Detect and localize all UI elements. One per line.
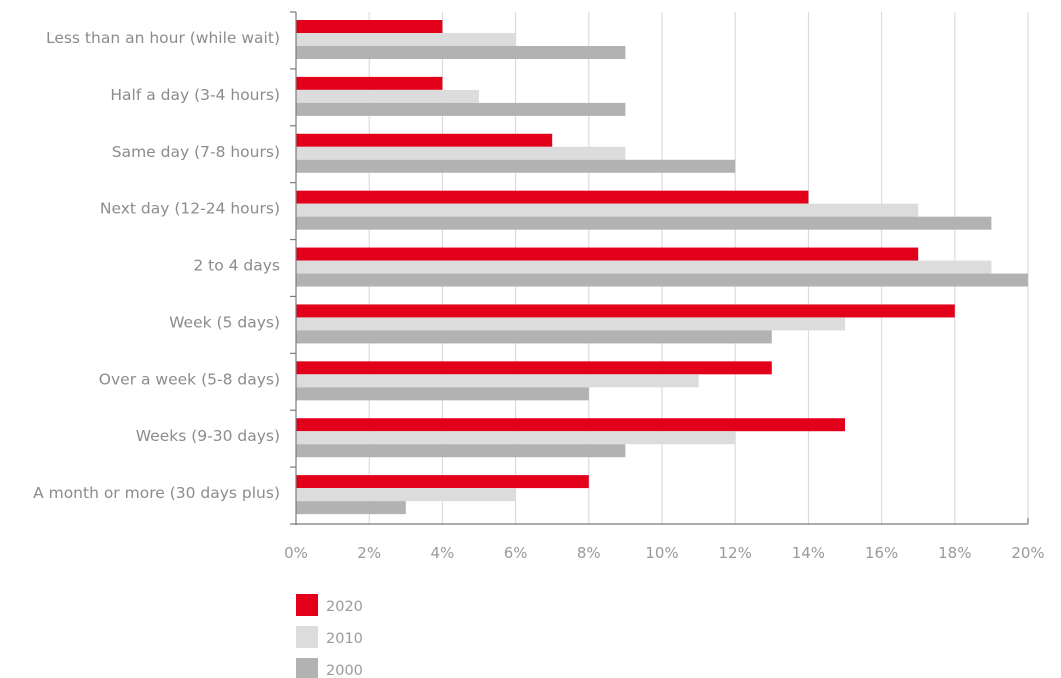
legend-label-2000: 2000 — [326, 663, 363, 678]
bar-2020-6 — [296, 361, 772, 375]
axes — [290, 11, 1029, 525]
category-label: 2 to 4 days — [193, 257, 280, 275]
bar-2010-1 — [296, 89, 479, 103]
bar-2000-8 — [296, 501, 406, 515]
legend-swatch-2000 — [296, 658, 318, 678]
x-tick-label: 14% — [792, 544, 825, 562]
legend-swatch-2010 — [296, 626, 318, 648]
bar-2010-6 — [296, 374, 699, 388]
category-label: Week (5 days) — [169, 313, 280, 331]
x-tick-label: 12% — [719, 544, 752, 562]
x-tick-label: 18% — [938, 544, 971, 562]
bar-2000-0 — [296, 46, 626, 59]
legend-label-2020: 2020 — [326, 599, 363, 615]
legend-swatch-2020 — [296, 594, 318, 616]
bars — [296, 20, 1028, 515]
bar-2010-8 — [296, 488, 516, 502]
bar-2000-5 — [296, 330, 772, 344]
bar-2010-7 — [296, 431, 736, 445]
bar-2020-7 — [296, 418, 845, 432]
category-label: Same day (7-8 hours) — [112, 143, 280, 161]
bar-2010-0 — [296, 33, 516, 46]
category-label: Weeks (9-30 days) — [136, 427, 280, 445]
legend: 2020 2010 2000 — [296, 594, 363, 678]
legend-label-2010: 2010 — [326, 631, 363, 647]
category-label: Over a week (5-8 days) — [99, 370, 280, 388]
category-label: Half a day (3-4 hours) — [110, 86, 280, 104]
x-tick-label: 16% — [865, 544, 898, 562]
bar-2000-6 — [296, 387, 589, 401]
bar-2010-4 — [296, 260, 992, 274]
x-tick-label: 10% — [645, 544, 678, 562]
bar-2000-3 — [296, 216, 992, 230]
bar-2000-2 — [296, 159, 736, 173]
category-labels: Less than an hour (while wait) Half a day… — [33, 29, 280, 502]
bar-2020-0 — [296, 20, 443, 33]
category-label: Less than an hour (while wait) — [46, 29, 280, 47]
bar-2020-5 — [296, 304, 955, 318]
x-tick-label: 2% — [357, 544, 381, 562]
bar-2020-8 — [296, 475, 589, 489]
bar-2000-7 — [296, 444, 626, 458]
bar-2010-5 — [296, 317, 845, 331]
bar-2000-4 — [296, 273, 1028, 287]
x-tick-label: 20% — [1011, 544, 1044, 562]
bar-2020-4 — [296, 247, 919, 261]
x-tick-labels: 0% 2% 4% 6% 8% 10% 12% 14% 16% 18% 20% — [284, 544, 1045, 562]
bar-2020-1 — [296, 76, 443, 90]
bar-2010-3 — [296, 203, 919, 217]
x-tick-label: 8% — [577, 544, 601, 562]
x-tick-label: 4% — [431, 544, 455, 562]
bar-2020-3 — [296, 190, 809, 204]
x-tick-label: 6% — [504, 544, 528, 562]
bar-2020-2 — [296, 133, 553, 147]
bar-2010-2 — [296, 146, 626, 160]
bar-2000-1 — [296, 102, 626, 116]
category-label: Next day (12-24 hours) — [100, 200, 280, 218]
category-label: A month or more (30 days plus) — [33, 484, 280, 502]
x-tick-label: 0% — [284, 544, 308, 562]
